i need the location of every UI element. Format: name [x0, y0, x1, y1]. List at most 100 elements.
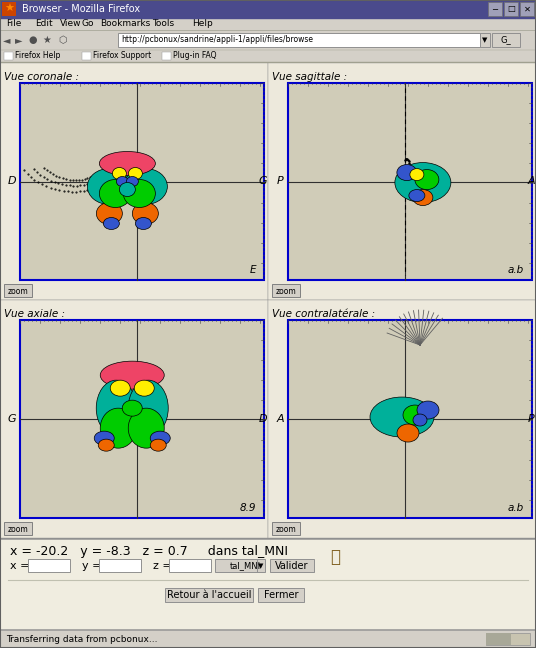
Text: x = -20.2   y = -8.3   z = 0.7     dans tal_MNI: x = -20.2 y = -8.3 z = 0.7 dans tal_MNI: [10, 546, 288, 559]
Ellipse shape: [120, 183, 136, 196]
Ellipse shape: [128, 167, 143, 179]
Ellipse shape: [150, 431, 170, 445]
Bar: [272, 522, 300, 535]
Bar: [258, 588, 304, 602]
Text: Valider: Valider: [276, 561, 309, 571]
Text: Vue axiale :: Vue axiale :: [4, 309, 65, 319]
Bar: [20, 320, 264, 518]
Ellipse shape: [99, 152, 155, 176]
Bar: [288, 83, 532, 280]
Ellipse shape: [99, 179, 131, 207]
Ellipse shape: [403, 405, 427, 425]
Text: Vue sagittale :: Vue sagittale :: [272, 72, 347, 82]
Bar: [4, 522, 32, 535]
Bar: [504, 2, 518, 16]
Text: Go: Go: [82, 19, 94, 29]
Text: ◄: ◄: [3, 35, 11, 45]
Ellipse shape: [87, 168, 131, 205]
Text: a.b: a.b: [508, 265, 524, 275]
Bar: [0, 538, 536, 539]
Text: G: G: [259, 176, 267, 186]
Bar: [488, 2, 502, 16]
Text: ★: ★: [4, 4, 14, 14]
Bar: [99, 559, 141, 572]
Text: Browser - Mozilla Firefox: Browser - Mozilla Firefox: [22, 4, 140, 14]
Bar: [486, 633, 530, 645]
Bar: [0, 18, 536, 30]
Ellipse shape: [409, 190, 425, 202]
Text: Vue contralatérale :: Vue contralatérale :: [272, 309, 375, 319]
Ellipse shape: [413, 190, 433, 205]
Text: http://pcbonux/sandrine/appli-1/appli/files/browse: http://pcbonux/sandrine/appli-1/appli/fi…: [121, 36, 313, 45]
Text: Fermer: Fermer: [264, 590, 298, 600]
Text: Bookmarks: Bookmarks: [100, 19, 150, 29]
Bar: [162, 52, 171, 60]
Bar: [169, 559, 211, 572]
Bar: [480, 33, 490, 47]
Ellipse shape: [126, 176, 138, 187]
Bar: [4, 284, 32, 297]
Bar: [272, 284, 300, 297]
Text: zoom: zoom: [276, 286, 296, 295]
Text: z =: z =: [153, 561, 172, 571]
Ellipse shape: [123, 179, 155, 207]
Bar: [118, 33, 486, 47]
Text: D: D: [8, 176, 16, 186]
Text: Transferring data from pcbonux...: Transferring data from pcbonux...: [6, 634, 158, 643]
Ellipse shape: [110, 380, 130, 396]
Bar: [0, 63, 268, 300]
Text: File: File: [6, 19, 21, 29]
Text: Help: Help: [192, 19, 213, 29]
Ellipse shape: [122, 400, 142, 416]
Text: Edit: Edit: [35, 19, 53, 29]
Text: tal_MNI: tal_MNI: [230, 562, 261, 570]
Text: Vue coronale :: Vue coronale :: [4, 72, 79, 82]
Bar: [28, 559, 70, 572]
Text: G_: G_: [501, 36, 511, 45]
Bar: [0, 630, 536, 648]
Text: zoom: zoom: [276, 524, 296, 533]
Ellipse shape: [413, 414, 427, 426]
Ellipse shape: [100, 408, 136, 448]
Ellipse shape: [128, 380, 168, 436]
Ellipse shape: [415, 170, 439, 190]
Text: 🖊: 🖊: [330, 548, 340, 566]
Bar: [165, 588, 253, 602]
Text: ●: ●: [28, 35, 36, 45]
Ellipse shape: [96, 380, 136, 436]
Ellipse shape: [136, 218, 151, 229]
Bar: [492, 33, 520, 47]
Ellipse shape: [116, 176, 128, 187]
Text: 8.9: 8.9: [240, 503, 256, 513]
Bar: [4, 52, 13, 60]
Bar: [268, 300, 536, 538]
Text: zoom: zoom: [8, 524, 28, 533]
Text: A: A: [527, 176, 535, 186]
Ellipse shape: [134, 380, 154, 396]
Bar: [0, 50, 536, 62]
Ellipse shape: [103, 218, 120, 229]
Ellipse shape: [128, 408, 164, 448]
Ellipse shape: [123, 168, 167, 205]
Bar: [270, 559, 314, 572]
Bar: [0, 300, 268, 538]
Ellipse shape: [100, 361, 164, 389]
Text: Firefox Help: Firefox Help: [15, 51, 61, 60]
Text: ✕: ✕: [524, 5, 531, 14]
Ellipse shape: [150, 439, 166, 451]
Text: y =: y =: [82, 561, 101, 571]
Bar: [20, 83, 264, 280]
Text: Tools: Tools: [152, 19, 174, 29]
Text: ▼: ▼: [482, 37, 488, 43]
Text: ─: ─: [493, 5, 497, 14]
Text: ►: ►: [15, 35, 23, 45]
Bar: [2, 2, 16, 16]
Text: ★: ★: [42, 35, 51, 45]
Text: G: G: [8, 414, 16, 424]
Bar: [82, 52, 91, 60]
Ellipse shape: [410, 168, 424, 181]
Text: ▼: ▼: [258, 563, 264, 569]
Bar: [520, 2, 534, 16]
Ellipse shape: [370, 397, 434, 437]
Ellipse shape: [417, 401, 439, 419]
